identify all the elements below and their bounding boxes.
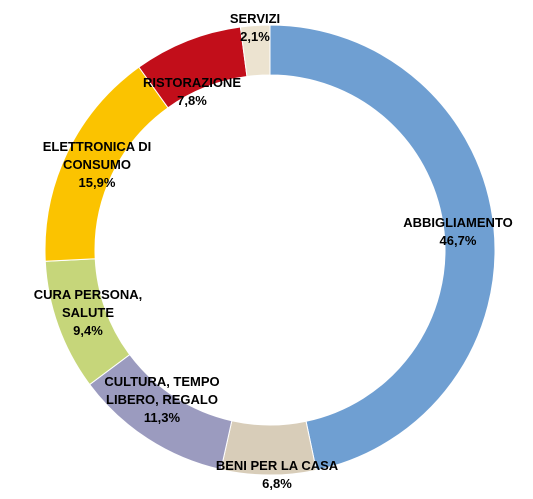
category-label: RISTORAZIONE [143,75,241,90]
category-label: CURA PERSONA, SALUTE [33,287,143,320]
donut-segment [239,24,271,78]
segment-label: BENI PER LA CASA 6,8% [216,457,338,493]
segment-label: RISTORAZIONE 7,8% [143,74,241,110]
segment-label: CULTURA, TEMPO LIBERO, REGALO 11,3% [104,373,219,427]
value-label: 6,8% [262,476,292,491]
value-label: 15,9% [78,175,116,190]
value-label: 7,8% [177,93,207,108]
segment-label: SERVIZI 2,1% [230,10,280,46]
value-label: 9,4% [73,323,103,338]
donut-segment [269,24,496,471]
value-label: 11,3% [143,410,181,425]
category-label: ABBIGLIAMENTO [403,215,513,230]
category-label: CULTURA, TEMPO LIBERO, REGALO [104,374,220,407]
segment-label: CURA PERSONA, SALUTE 9,4% [34,286,143,340]
segment-label: ELETTRONICA DI CONSUMO 15,9% [43,138,152,192]
value-label: 46,7% [439,233,477,248]
value-label: 2,1% [240,29,270,44]
category-label: SERVIZI [229,11,281,26]
category-label: ELETTRONICA DI CONSUMO [42,139,152,172]
segment-label: ABBIGLIAMENTO 46,7% [403,214,513,250]
category-label: BENI PER LA CASA [215,458,339,473]
